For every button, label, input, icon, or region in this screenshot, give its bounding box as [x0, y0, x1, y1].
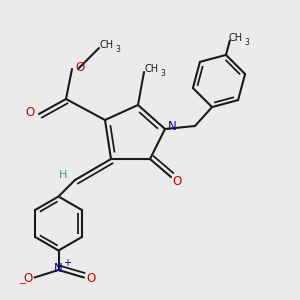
Text: CH: CH — [144, 64, 159, 74]
Text: 3: 3 — [116, 45, 120, 54]
Text: H: H — [59, 170, 67, 181]
Text: O: O — [86, 272, 95, 286]
Text: −: − — [19, 279, 27, 289]
Text: CH: CH — [228, 33, 242, 43]
Text: O: O — [75, 61, 84, 74]
Text: N: N — [168, 120, 177, 133]
Text: O: O — [23, 272, 32, 286]
Text: O: O — [172, 175, 182, 188]
Text: N: N — [54, 262, 63, 275]
Text: 3: 3 — [160, 69, 165, 78]
Text: 3: 3 — [244, 38, 249, 46]
Text: +: + — [63, 257, 71, 268]
Text: O: O — [26, 106, 34, 119]
Text: CH: CH — [99, 40, 114, 50]
